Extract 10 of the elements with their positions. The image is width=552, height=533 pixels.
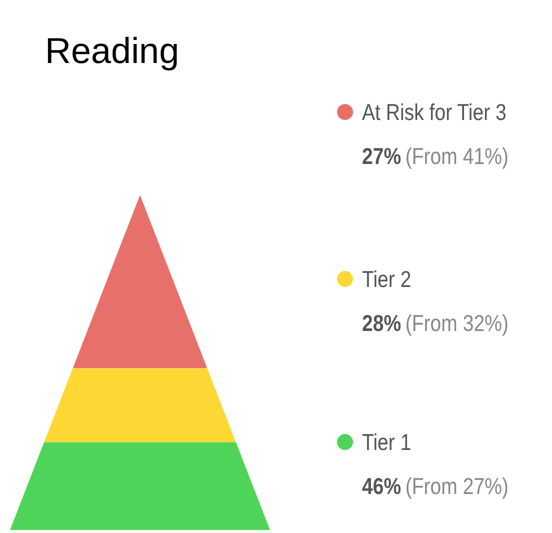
category-label: At Risk for Tier 3 bbox=[362, 100, 506, 126]
category-label: Tier 2 bbox=[362, 266, 412, 292]
data-label: 46% bbox=[362, 474, 402, 500]
text: Reading bbox=[45, 30, 180, 71]
text: (From 32%) bbox=[405, 310, 508, 336]
text: (From 27%) bbox=[405, 474, 508, 500]
data-label: 27% bbox=[362, 144, 402, 170]
category-label: Tier 1 bbox=[362, 430, 412, 456]
data-label: 28% bbox=[362, 310, 402, 336]
text: (From 41%) bbox=[405, 144, 508, 170]
